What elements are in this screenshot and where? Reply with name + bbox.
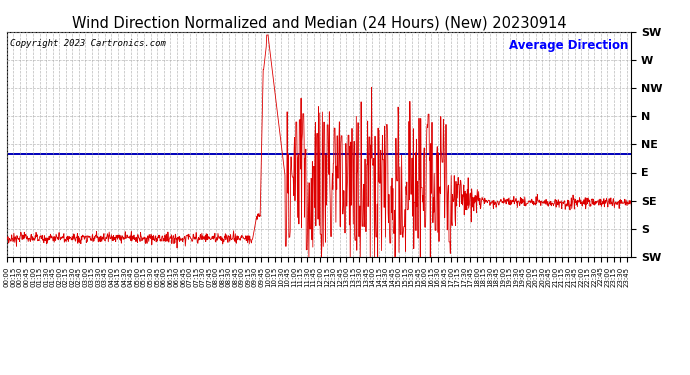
Text: Copyright 2023 Cartronics.com: Copyright 2023 Cartronics.com [10, 39, 166, 48]
Title: Wind Direction Normalized and Median (24 Hours) (New) 20230914: Wind Direction Normalized and Median (24… [72, 16, 566, 31]
Text: Average Direction: Average Direction [509, 39, 628, 52]
